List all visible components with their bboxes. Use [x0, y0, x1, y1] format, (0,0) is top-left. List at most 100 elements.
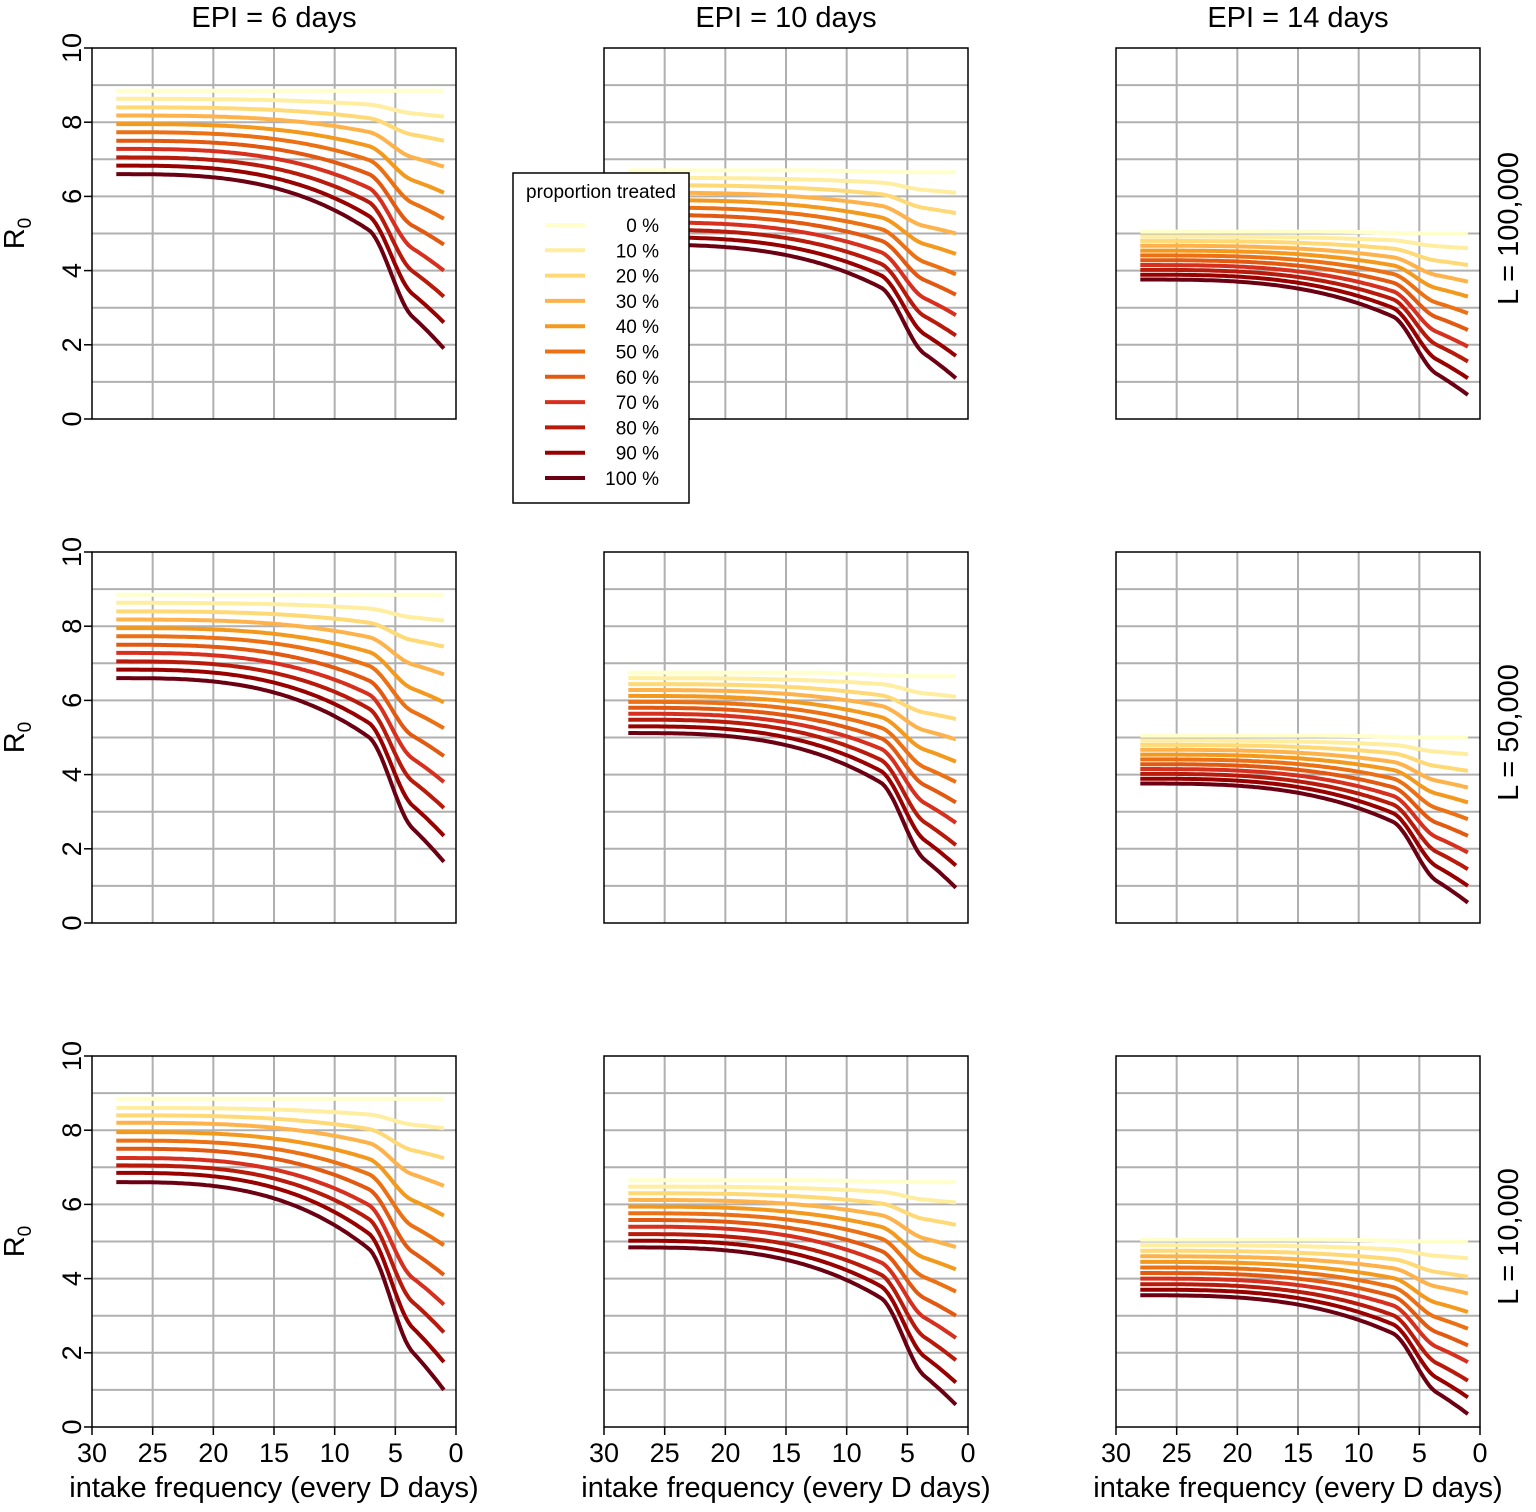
row-title-2: L = 10,000 — [1493, 1168, 1525, 1305]
panel-r1-c2 — [1115, 551, 1481, 924]
series-line-1 — [116, 600, 445, 623]
panel-r0-c2 — [1115, 47, 1481, 420]
x-tick-label: 30 — [77, 1438, 107, 1468]
series-line-8 — [116, 155, 446, 299]
panel-r2-c2 — [1115, 1055, 1481, 1435]
panel-frame — [1115, 47, 1481, 420]
legend-label-6: 60 % — [616, 368, 659, 389]
series-line-8 — [1140, 771, 1469, 871]
series-line-6 — [1140, 762, 1469, 838]
legend-label-2: 20 % — [616, 267, 659, 288]
y-axis-label-sub: 0 — [15, 218, 36, 229]
series-line-6 — [628, 1218, 957, 1318]
column-title-0: EPI = 6 days — [191, 2, 356, 34]
series-line-2 — [116, 105, 445, 143]
x-tick-label: 10 — [1344, 1438, 1374, 1468]
series-line-0 — [628, 670, 956, 679]
series-line-4 — [628, 693, 957, 764]
series-line-10 — [116, 1180, 446, 1392]
x-tick-label: 0 — [448, 1438, 463, 1468]
x-tick-label: 30 — [1101, 1438, 1131, 1468]
x-tick-label: 15 — [771, 1438, 801, 1468]
legend-label-3: 30 % — [616, 292, 659, 313]
series-line-4 — [628, 1204, 957, 1272]
series-line-10 — [1140, 781, 1470, 905]
legend-label-9: 90 % — [616, 444, 659, 465]
series-line-10 — [116, 172, 446, 350]
series-line-7 — [628, 711, 958, 825]
series-line-0 — [1140, 733, 1468, 740]
panel-r1-c0: R0 — [0, 551, 457, 924]
legend-label-1: 10 % — [616, 241, 659, 262]
x-tick-label: 30 — [589, 1438, 619, 1468]
series-line-2 — [628, 682, 957, 721]
series-line-5 — [116, 1138, 445, 1247]
x-axis-label: intake frequency (every D days) — [581, 1472, 990, 1504]
row-title-0: L = 100,000 — [1493, 152, 1525, 305]
y-tick-label: 10 — [57, 537, 87, 567]
y-tick-label: 2 — [57, 841, 87, 856]
series-line-10 — [116, 676, 446, 864]
series-line-7 — [1140, 767, 1469, 855]
series-line-7 — [116, 650, 446, 784]
panel-frame — [91, 47, 457, 420]
series-line-4 — [1140, 752, 1469, 805]
series-line-2 — [116, 1113, 445, 1160]
series-line-1 — [116, 96, 445, 119]
x-tick-label: 20 — [710, 1438, 740, 1468]
series-line-9 — [116, 1170, 446, 1364]
x-tick-label: 15 — [259, 1438, 289, 1468]
series-line-10 — [628, 731, 958, 890]
x-tick-label: 20 — [198, 1438, 228, 1468]
panel-r1-c1 — [603, 551, 969, 924]
series-line-2 — [116, 609, 445, 649]
y-axis-label: R0 — [0, 218, 36, 250]
x-tick-label: 10 — [832, 1438, 862, 1468]
y-axis-label-sub: 0 — [15, 1226, 36, 1237]
series-line-10 — [1140, 1293, 1470, 1416]
series-line-3 — [1140, 243, 1469, 284]
series-line-7 — [1140, 263, 1469, 349]
series-line-7 — [116, 1156, 446, 1307]
series-line-4 — [116, 1130, 445, 1218]
series-line-9 — [628, 1238, 958, 1384]
series-line-3 — [116, 113, 445, 169]
x-tick-label: 25 — [138, 1438, 168, 1468]
series-line-0 — [628, 1178, 956, 1185]
series-line-3 — [116, 617, 445, 677]
series-line-1 — [628, 1184, 957, 1205]
series-line-1 — [1140, 1243, 1469, 1261]
y-tick-label: 6 — [57, 693, 87, 708]
panel-r2-c1 — [603, 1055, 969, 1435]
series-line-10 — [1140, 277, 1470, 397]
series-line-6 — [116, 1146, 446, 1277]
series-line-0 — [1140, 229, 1468, 236]
series-line-4 — [1140, 1259, 1469, 1314]
legend-label-5: 50 % — [616, 343, 659, 364]
series-line-5 — [116, 634, 445, 730]
series-line-6 — [1140, 258, 1469, 332]
series-line-8 — [1140, 267, 1469, 364]
series-line-3 — [628, 688, 957, 742]
y-axis-label: R0 — [0, 1226, 36, 1258]
legend-label-0: 0 % — [626, 216, 659, 237]
series-line-0 — [628, 168, 956, 175]
series-line-7 — [1140, 1276, 1469, 1364]
series-line-3 — [116, 1120, 445, 1188]
series-line-4 — [116, 122, 445, 195]
y-tick-label: 10 — [57, 33, 87, 63]
x-tick-label: 20 — [1222, 1438, 1252, 1468]
x-tick-label: 5 — [900, 1438, 915, 1468]
series-line-5 — [1140, 253, 1469, 316]
legend-title: proportion treated — [526, 182, 676, 203]
panel-frame — [91, 551, 457, 924]
series-line-5 — [116, 130, 445, 221]
legend-label-4: 40 % — [616, 317, 659, 338]
series-line-1 — [1140, 738, 1469, 757]
x-tick-label: 0 — [1472, 1438, 1487, 1468]
y-tick-label: 0 — [57, 1419, 87, 1434]
series-line-5 — [628, 1211, 957, 1294]
y-tick-label: 10 — [57, 1041, 87, 1071]
x-tick-label: 5 — [1412, 1438, 1427, 1468]
series-line-3 — [1140, 1254, 1469, 1296]
